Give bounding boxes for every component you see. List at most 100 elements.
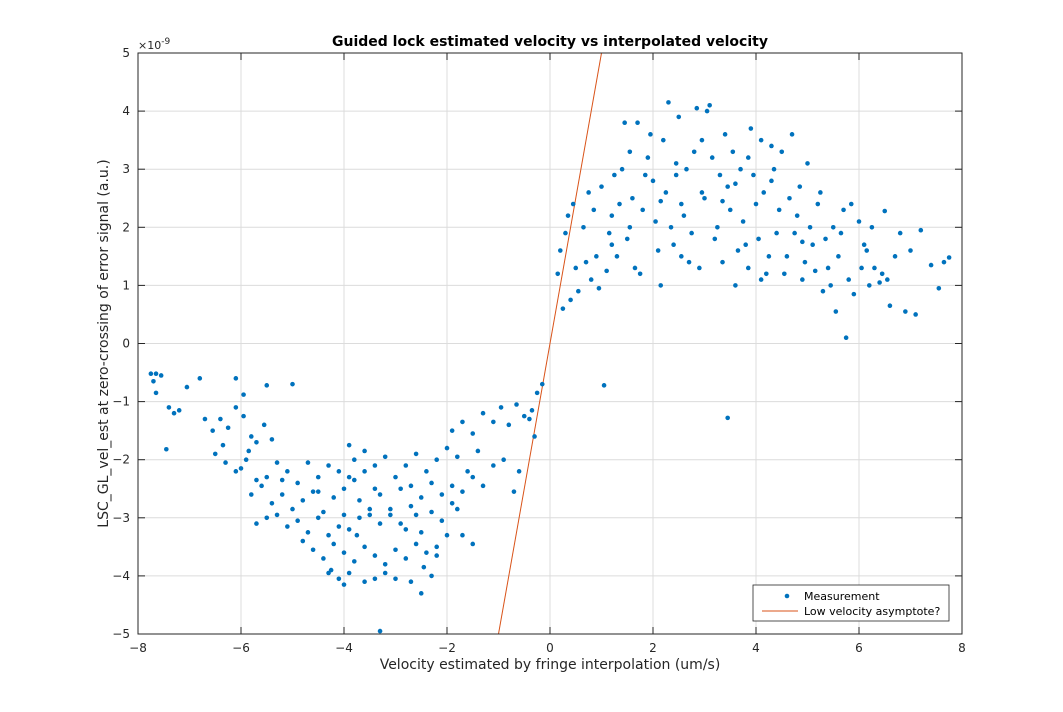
data-point bbox=[573, 265, 579, 271]
data-point bbox=[249, 434, 254, 439]
data-point bbox=[393, 547, 398, 553]
data-point bbox=[176, 408, 182, 413]
data-point bbox=[455, 506, 460, 512]
data-point bbox=[697, 265, 702, 271]
data-point bbox=[609, 242, 615, 248]
data-point bbox=[823, 236, 828, 242]
data-point bbox=[274, 460, 280, 465]
data-point bbox=[346, 442, 352, 448]
legend-marker-measurement bbox=[784, 593, 790, 599]
data-point bbox=[588, 277, 594, 282]
data-point bbox=[722, 132, 728, 137]
data-point bbox=[264, 474, 270, 480]
data-point bbox=[738, 166, 743, 172]
data-point bbox=[864, 248, 870, 253]
data-point bbox=[241, 413, 246, 419]
data-point bbox=[753, 201, 759, 207]
data-point bbox=[310, 547, 316, 553]
data-point bbox=[264, 515, 270, 521]
data-point bbox=[663, 190, 669, 195]
y-tick-label: −3 bbox=[112, 511, 130, 525]
data-point bbox=[792, 230, 797, 236]
data-point bbox=[596, 286, 602, 291]
data-point bbox=[424, 550, 429, 555]
data-point bbox=[315, 489, 321, 494]
data-point bbox=[843, 335, 849, 340]
data-point bbox=[668, 225, 674, 230]
data-point bbox=[879, 271, 885, 277]
legend-box bbox=[752, 584, 950, 622]
data-point bbox=[362, 448, 367, 454]
data-point bbox=[825, 265, 831, 271]
data-point bbox=[480, 483, 486, 489]
data-point bbox=[184, 384, 190, 390]
data-point bbox=[331, 541, 337, 547]
data-point bbox=[354, 532, 360, 538]
y-exponent-base: ×10 bbox=[138, 39, 161, 52]
data-point bbox=[529, 408, 535, 413]
data-point bbox=[867, 283, 872, 288]
data-point bbox=[233, 405, 239, 410]
data-point bbox=[601, 383, 607, 388]
data-point bbox=[764, 271, 769, 277]
data-point bbox=[220, 442, 226, 448]
data-point bbox=[372, 576, 378, 582]
data-point bbox=[769, 143, 774, 149]
data-point bbox=[758, 137, 764, 143]
data-point bbox=[377, 628, 383, 634]
x-axis-label: Velocity estimated by fringe interpolati… bbox=[380, 657, 721, 673]
data-point bbox=[315, 474, 321, 480]
data-point bbox=[295, 518, 300, 524]
y-exponent-label: ×10-9 bbox=[138, 37, 170, 52]
data-point bbox=[341, 486, 347, 492]
data-point bbox=[372, 486, 378, 492]
data-point bbox=[269, 500, 275, 506]
data-point bbox=[769, 178, 774, 184]
x-tick-label: −8 bbox=[129, 641, 147, 655]
data-point bbox=[434, 544, 440, 550]
data-point bbox=[398, 486, 403, 492]
y-tick-label: −5 bbox=[112, 627, 130, 641]
data-point bbox=[465, 469, 470, 474]
data-point bbox=[712, 236, 718, 242]
data-point bbox=[501, 457, 506, 463]
data-point bbox=[671, 242, 676, 248]
data-point bbox=[197, 376, 203, 381]
data-point bbox=[717, 172, 723, 178]
y-exponent-power: -9 bbox=[161, 37, 170, 47]
data-point bbox=[563, 230, 568, 236]
data-point bbox=[869, 225, 875, 230]
data-point bbox=[908, 248, 913, 253]
data-point bbox=[761, 190, 767, 195]
data-point bbox=[166, 405, 172, 410]
data-point bbox=[918, 227, 924, 233]
data-point bbox=[637, 271, 643, 277]
data-point bbox=[818, 190, 823, 195]
y-tick-labels: −5 −4 −3 −2 −1 0 1 2 3 4 5 bbox=[112, 46, 130, 641]
data-point bbox=[498, 405, 504, 410]
data-point bbox=[591, 207, 597, 213]
data-point bbox=[413, 541, 419, 547]
y-tick-label: 0 bbox=[122, 337, 130, 351]
data-point bbox=[745, 265, 751, 271]
y-tick-label: 2 bbox=[122, 220, 130, 234]
x-tick-label: 0 bbox=[546, 641, 554, 655]
data-point bbox=[877, 280, 882, 285]
data-point bbox=[861, 242, 867, 248]
data-point bbox=[903, 309, 908, 314]
data-point bbox=[684, 166, 689, 172]
data-point bbox=[336, 576, 342, 582]
data-point bbox=[511, 489, 517, 494]
data-point bbox=[650, 178, 656, 184]
data-point bbox=[408, 579, 414, 585]
data-point bbox=[627, 149, 633, 155]
data-point bbox=[382, 561, 388, 567]
data-point bbox=[702, 195, 707, 201]
data-point bbox=[941, 259, 947, 265]
data-point bbox=[576, 288, 581, 294]
data-point bbox=[833, 309, 839, 314]
data-point bbox=[815, 201, 821, 207]
data-point bbox=[460, 489, 465, 494]
data-point bbox=[622, 120, 627, 126]
data-point bbox=[859, 265, 864, 271]
